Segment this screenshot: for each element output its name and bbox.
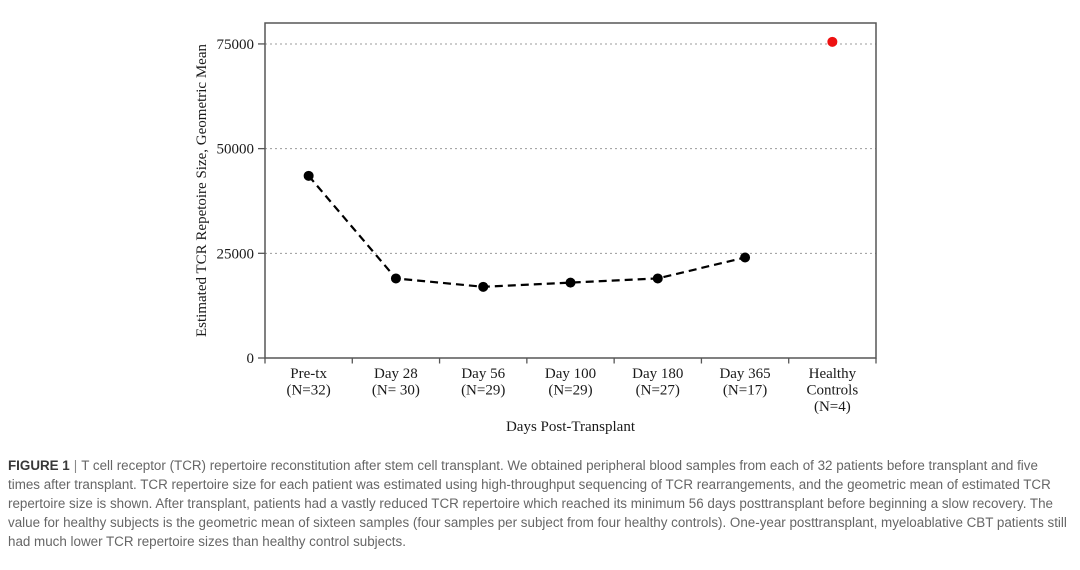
chart-area: 0 25000 50000 75000 Pre-tx (N=32) Day 28 (N= 30… (194, 22, 877, 435)
y-tick-label: 25000 (217, 246, 255, 262)
figure-caption: FIGURE 1 | T cell receptor (TCR) repertoir… (8, 456, 1070, 551)
category-label: Healthy Controls (N=4) (807, 366, 859, 415)
data-point (478, 281, 489, 292)
figure-label: FIGURE 1 (8, 458, 70, 473)
y-tick-label: 50000 (217, 142, 255, 158)
category-label: Day 28 (N= 30) (372, 366, 420, 399)
y-tick-label: 0 (247, 351, 255, 367)
category-label: Day 100 (N=29) (545, 366, 596, 399)
category-label: Day 365 (N=17) (719, 366, 770, 399)
category-label: Pre-tx (N=32) (286, 366, 330, 399)
x-axis-label: Days Post-Transplant (506, 419, 636, 435)
healthy-control-point (827, 36, 838, 47)
data-point (740, 252, 751, 263)
data-point (303, 170, 314, 181)
data-point (652, 273, 663, 284)
plot-border (264, 22, 877, 359)
caption-separator: | (73, 458, 78, 473)
data-point (565, 277, 576, 288)
tcr-reconstitution-chart: 0 25000 50000 75000 Pre-tx (N=32) Day 28 (N= 30… (194, 22, 877, 435)
series-line (307, 175, 746, 288)
data-point (390, 273, 401, 284)
y-tick-label: 75000 (217, 37, 255, 53)
category-label: Day 180 (N=27) (632, 366, 683, 399)
category-label: Day 56 (N=29) (461, 366, 506, 399)
y-axis-label: Estimated TCR Repetoire Size, Geometric … (194, 44, 210, 337)
caption-text: T cell receptor (TCR) repertoire reconst… (8, 458, 1067, 549)
